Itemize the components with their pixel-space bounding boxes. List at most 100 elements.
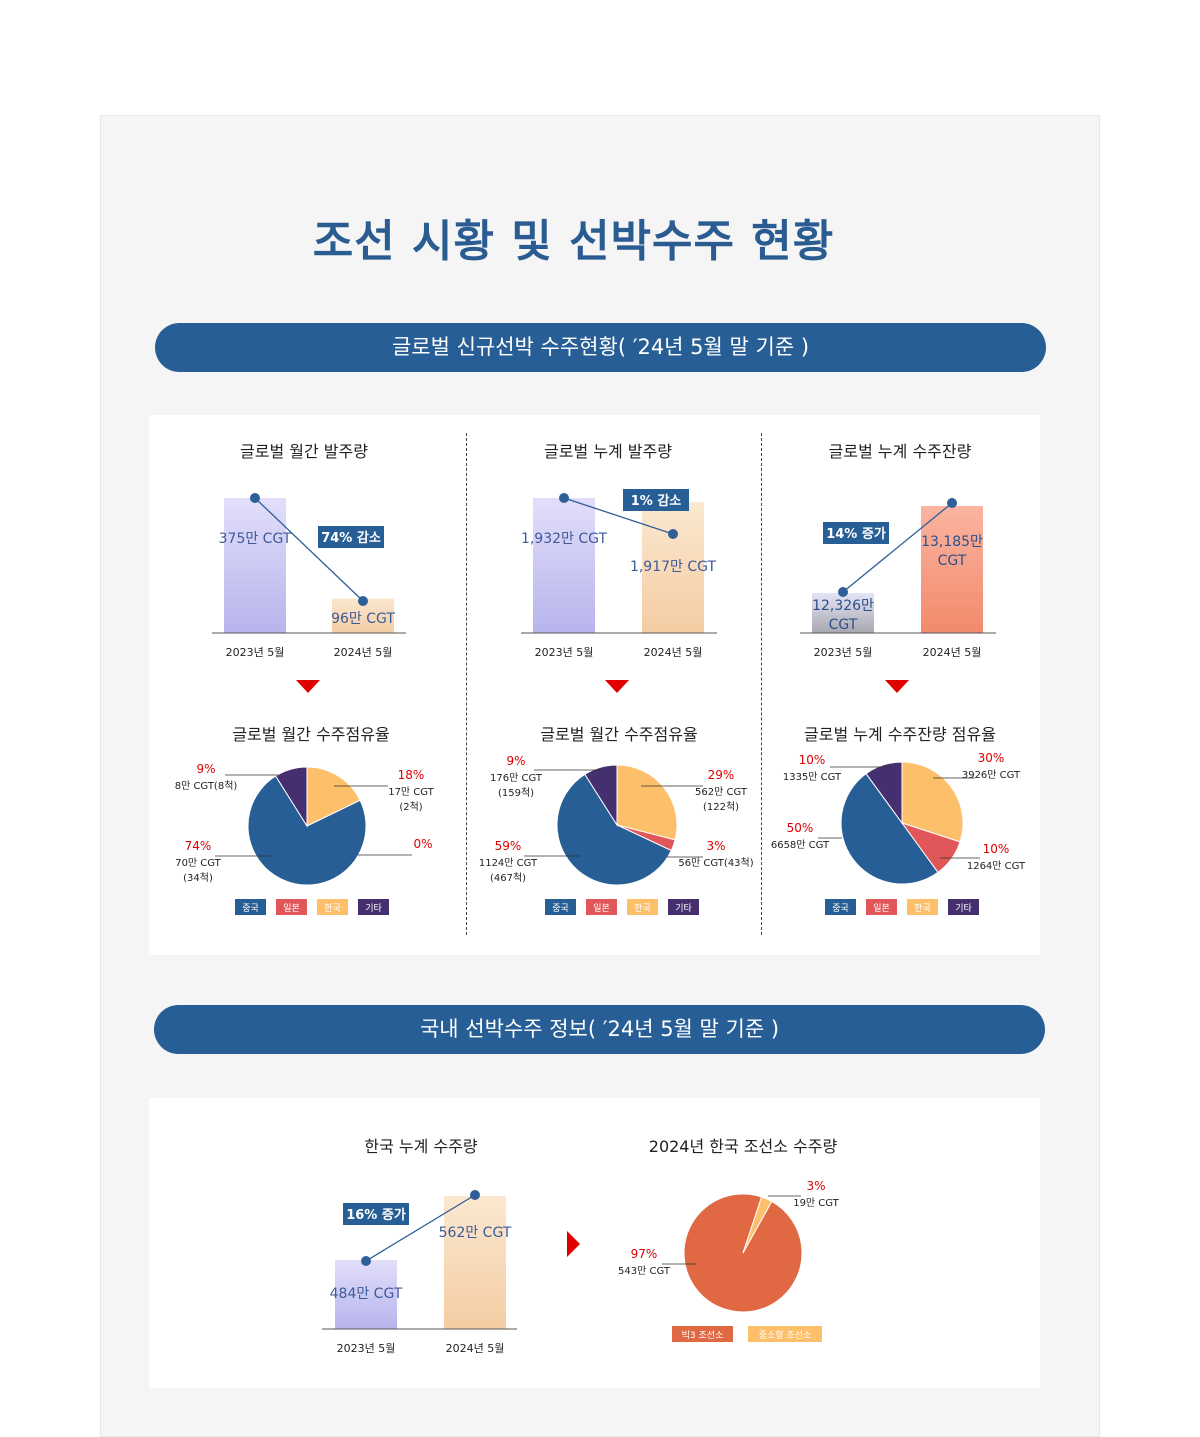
slice-pct-3-0: 97% [631,1247,658,1261]
bar-3-0 [335,1260,397,1329]
page-title: 조선 시황 및 선박수주 현황 [312,216,835,267]
legend-swatch-0-3 [358,899,389,915]
legend-swatch-1-1 [586,899,617,915]
bar-1-0 [533,498,595,633]
legend-label-1-0: 중국 [552,903,569,914]
pie-slice-1-3 [584,764,618,827]
legend-swatch-domestic-0 [672,1326,733,1342]
slice-detail-1-2-1: (122척) [703,801,739,813]
bar-label-0-1: 96만 CGT [331,611,395,627]
trend-marker-2-0 [838,587,848,597]
trend-line-3 [365,1194,476,1262]
section-header-global: 글로벌 신규선박 수주현황( ′24년 5월 말 기준 ) [155,323,1046,372]
legend-swatch-1-3 [668,899,699,915]
trend-marker-3-0 [361,1256,371,1266]
category-label-2-0: 2023년 5월 [814,646,873,659]
bar-label-1-0: 1,932만 CGT [521,531,608,547]
legend-label-2-1: 일본 [873,903,890,914]
chart-title-cumulative-share: 글로벌 월간 수주점유율 [540,725,698,744]
bar-label-2-1: 13,185만 CGT [921,534,983,569]
down-arrow-1 [605,680,629,693]
pie-slice-2-0 [840,772,939,885]
category-label-1-1: 2024년 5월 [644,646,703,659]
slice-detail-1-2-0: 562만 CGT [695,786,748,798]
slice-detail-1-1-0: 56만 CGT(43척) [678,857,753,869]
slice-detail-1-3-0: 176만 CGT [490,772,543,784]
trend-marker-3-1 [470,1190,480,1200]
legend-label-0-0: 중국 [242,903,259,914]
trend-line-1 [563,497,674,535]
slice-pct-1-2: 29% [708,768,735,782]
bar-label-2-0: 12,326만 CGT [812,598,874,633]
slice-pct-0-1: 0% [413,837,432,851]
slice-detail-2-0-0: 6658만 CGT [771,839,830,851]
divider-2 [761,433,762,935]
pie-slice-0-0 [247,775,367,886]
legend-swatch-2-2 [907,899,938,915]
bar-1-1 [642,502,704,633]
bar-label-3-1: 562만 CGT [439,1225,512,1241]
legend-label-domestic-0: 빅3 조선소 [682,1330,724,1341]
slice-detail-0-0-1: (34척) [183,872,213,884]
slice-detail-2-2-0: 3926만 CGT [962,769,1021,781]
divider-1 [466,433,467,935]
chart-title-orderbook: 글로벌 누계 수주잔량 [828,442,972,461]
legend-label-0-2: 한국 [324,903,341,914]
trend-line-0 [254,497,364,602]
legend-label-2-2: 한국 [914,903,931,914]
pie-slice-1-0 [556,773,672,886]
legend-swatch-domestic-1 [748,1326,822,1342]
trend-marker-1-1 [668,529,678,539]
slice-detail-1-0-0: 1124만 CGT [479,857,538,869]
slice-detail-1-0-1: (467척) [490,872,526,884]
pie-slice-2-2 [901,761,964,843]
legend-label-2-3: 기타 [955,903,972,914]
change-label-2: 14% 증가 [826,527,886,542]
chart-title-orderbook-share: 글로벌 누계 수주잔량 점유율 [804,725,996,744]
legend-label-domestic-1: 중소형 조선소 [759,1330,812,1341]
down-arrow-2 [885,680,909,693]
bar-label-0-0: 375만 CGT [219,531,292,547]
change-badge-0 [318,526,384,548]
chart-title-monthly-orders: 글로벌 월간 발주량 [240,442,368,461]
slice-pct-2-3: 10% [799,753,826,767]
slice-pct-2-2: 30% [978,751,1005,765]
slice-pct-2-0: 50% [787,821,814,835]
slice-pct-0-3: 9% [196,762,215,776]
legend-label-2-0: 중국 [832,903,849,914]
category-label-0-1: 2024년 5월 [334,646,393,659]
category-label-3-0: 2023년 5월 [337,1342,396,1355]
legend-swatch-2-0 [825,899,856,915]
slice-detail-1-3-1: (159척) [498,787,534,799]
slice-pct-0-2: 18% [398,768,425,782]
change-badge-2 [823,522,889,544]
change-label-3: 16% 증가 [346,1208,406,1223]
bar-2-1 [921,506,983,633]
slice-detail-3-0-0: 543만 CGT [618,1265,671,1277]
change-label-1: 1% 감소 [631,494,682,509]
legend-swatch-0-1 [276,899,307,915]
pie-slice-2-3 [865,761,903,825]
change-badge-3 [343,1203,409,1225]
trend-line-2 [842,502,953,593]
category-label-3-1: 2024년 5월 [446,1342,505,1355]
slice-detail-0-0-0: 70만 CGT [175,857,221,869]
slice-detail-0-3-0: 8만 CGT(8척) [175,780,238,792]
legend-swatch-0-2 [317,899,348,915]
section-header-domestic: 국내 선박수주 정보( ′24년 5월 말 기준 ) [154,1005,1045,1054]
category-label-2-1: 2024년 5월 [923,646,982,659]
trend-marker-1-0 [559,493,569,503]
pie-slice-1-2 [616,764,678,841]
chart-title-korea-yards: 2024년 한국 조선소 수주량 [648,1137,838,1156]
slice-pct-1-0: 59% [495,839,522,853]
slice-pct-3-1: 3% [806,1179,825,1193]
domestic-panel [149,1098,1040,1388]
bar-label-3-0: 484만 CGT [330,1286,403,1302]
legend-swatch-2-1 [866,899,897,915]
bar-3-1 [444,1196,506,1329]
trend-marker-2-1 [947,498,957,508]
slice-detail-2-3-0: 1335만 CGT [783,771,842,783]
pie-slice-0-2 [306,766,361,827]
slice-detail-0-2-1: (2척) [399,801,422,813]
